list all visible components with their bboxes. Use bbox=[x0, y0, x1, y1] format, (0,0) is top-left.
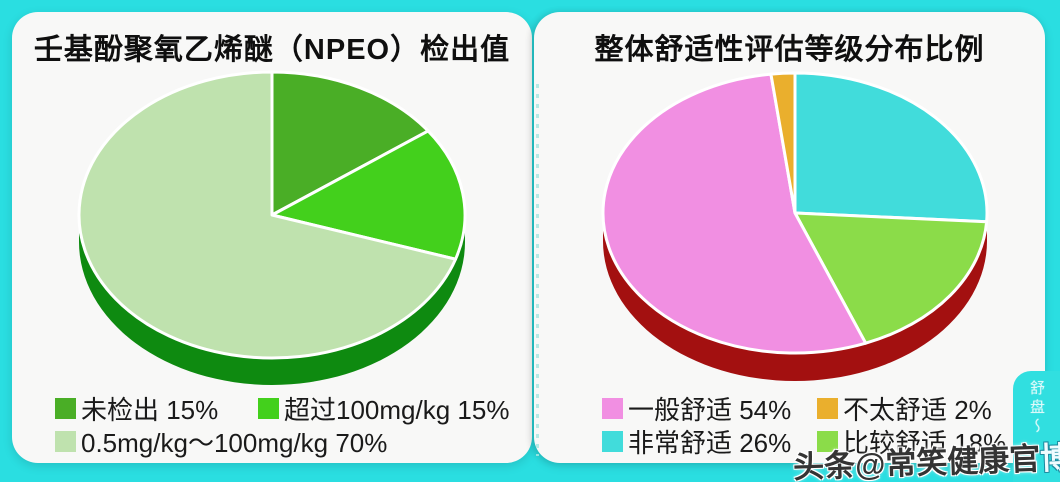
toutiao-watermark-text: 头条@常笑健康官 bbox=[792, 441, 1041, 482]
npeo-legend: 未检出 15% 超过100mg/kg 15% 0.5mg/kg～100mg/kg 7… bbox=[55, 392, 509, 458]
legend-item: 不太舒适 2% bbox=[817, 390, 1006, 427]
legend-swatch bbox=[817, 398, 838, 419]
pie-slice-不太舒适 bbox=[769, 71, 797, 215]
npeo-chart-title: 壬基酚聚氧乙烯醚（NPEO）检出值 bbox=[33, 34, 511, 66]
legend-swatch bbox=[602, 398, 623, 419]
pie-slice-比较舒适 bbox=[793, 211, 989, 345]
legend-label: 0.5mg/kg～100mg/kg 70% bbox=[81, 428, 388, 458]
comfort-chart-title: 整体舒适性评估等级分布比例 bbox=[594, 34, 985, 66]
vertical-watermark-text: 舒盘～ bbox=[1028, 380, 1045, 437]
comfort-pie-chart bbox=[601, 71, 989, 381]
seam-dotted-watermark bbox=[536, 84, 539, 456]
legend-item: 非常舒适 26% bbox=[602, 423, 817, 460]
legend-label: 比较舒适 18% bbox=[843, 428, 1007, 458]
legend-label: 超过100mg/kg 15% bbox=[284, 395, 510, 425]
pie-slice-非常舒适 bbox=[793, 71, 989, 224]
legend-label: 一般舒适 54% bbox=[628, 395, 792, 425]
legend-item: 比较舒适 18% bbox=[817, 423, 1006, 460]
toutiao-watermark: 头条@常笑健康官博 bbox=[792, 432, 1060, 482]
legend-swatch bbox=[258, 398, 279, 419]
legend-swatch bbox=[55, 431, 76, 452]
pie-rim bbox=[79, 215, 465, 385]
legend-item: 超过100mg/kg 15% bbox=[258, 390, 509, 427]
comfort-legend: 一般舒适 54% 不太舒适 2% 非常舒适 26% 比较舒适 18% bbox=[602, 392, 1006, 458]
legend-item: 一般舒适 54% bbox=[602, 390, 817, 427]
legend-swatch bbox=[602, 431, 623, 452]
npeo-chart-panel: 壬基酚聚氧乙烯醚（NPEO）检出值 未检出 15% 超过100mg/kg 15% 0… bbox=[12, 12, 532, 463]
legend-item: 未检出 15% bbox=[55, 390, 258, 427]
comfort-chart-panel: 整体舒适性评估等级分布比例 一般舒适 54% 不太舒适 2% 非常舒适 26% 比较舒… bbox=[534, 12, 1045, 463]
legend-swatch bbox=[817, 431, 838, 452]
legend-label: 非常舒适 26% bbox=[628, 428, 792, 458]
npeo-pie-chart bbox=[77, 70, 467, 385]
pie-slice-未检出 bbox=[270, 70, 430, 217]
pie-rim bbox=[603, 213, 987, 381]
pie-slice-超过100mg/kg bbox=[270, 129, 467, 261]
toutiao-watermark-last-char: 博 bbox=[1039, 440, 1060, 477]
pie-slice-0.5mg/kg～100mg/kg bbox=[77, 70, 458, 360]
legend-label: 不太舒适 2% bbox=[843, 395, 992, 425]
legend-swatch bbox=[55, 398, 76, 419]
legend-label: 未检出 15% bbox=[81, 395, 219, 425]
pie-slice-一般舒适 bbox=[601, 72, 868, 355]
corner-tab: 舒盘～ bbox=[1013, 371, 1060, 482]
legend-item: 0.5mg/kg～100mg/kg 70% bbox=[55, 423, 387, 460]
